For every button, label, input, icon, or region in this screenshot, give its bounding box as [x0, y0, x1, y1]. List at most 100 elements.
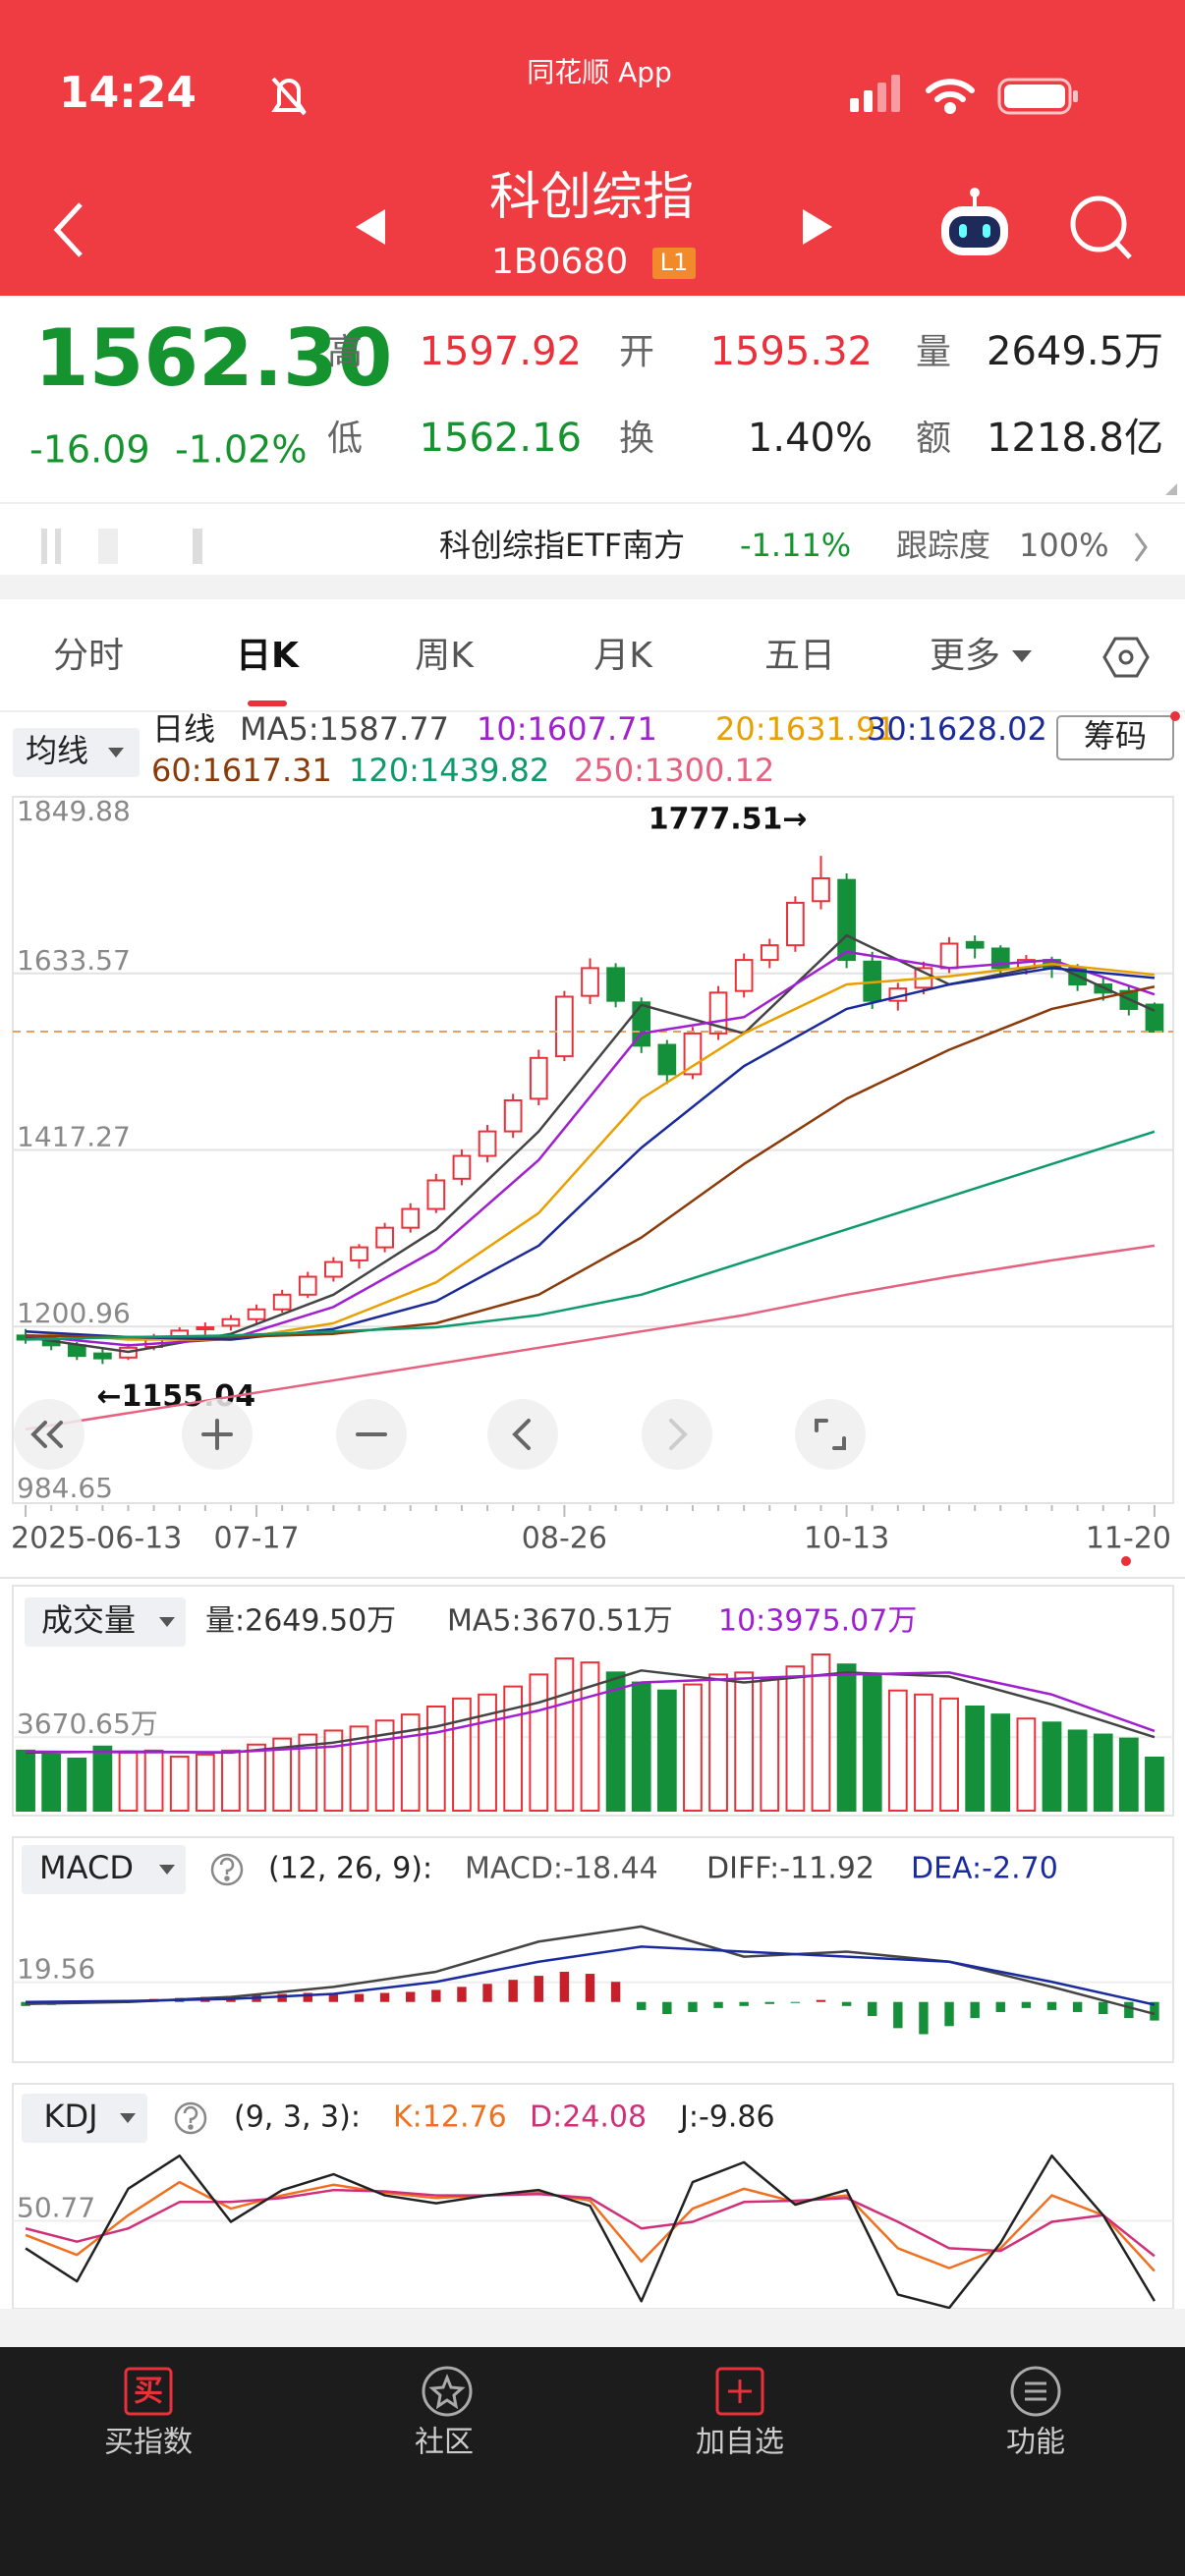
macd-title[interactable]: MACD — [39, 1849, 134, 1886]
fullscreen[interactable] — [795, 1399, 866, 1470]
field-value: 1562.16 — [420, 416, 582, 461]
x-tick-label: 11-20 — [1086, 1522, 1171, 1556]
indicator-line — [25, 2180, 1156, 2272]
selector-caret — [108, 748, 124, 757]
chips-button[interactable]: 筹码 — [1084, 717, 1147, 755]
ma-selector[interactable]: 均线 — [26, 732, 88, 769]
macd-bar — [995, 2001, 1005, 2012]
help-icon[interactable] — [174, 2101, 207, 2135]
chips-button-bg[interactable] — [1056, 715, 1174, 760]
volume-selector-bg[interactable] — [25, 1597, 186, 1647]
macd-bar — [277, 1993, 287, 2002]
macd-bar — [790, 2001, 801, 2003]
x-tick-label: 08-26 — [522, 1522, 607, 1556]
macd-bar — [508, 1980, 518, 2002]
macd-bar — [328, 1992, 339, 2002]
prev-button[interactable] — [356, 209, 385, 245]
candle-body — [67, 1344, 86, 1358]
macd-bar — [1072, 2001, 1083, 2012]
nav-label[interactable]: 社区 — [415, 2426, 474, 2460]
search-button[interactable] — [1070, 196, 1132, 259]
field-label: 高 — [327, 332, 363, 372]
macd-bar — [841, 2001, 852, 2006]
tab[interactable]: 五日 — [764, 636, 835, 676]
kdj-title[interactable]: KDJ — [43, 2098, 97, 2135]
volume-bar — [323, 1729, 344, 1812]
tab[interactable]: 周K — [415, 636, 475, 676]
tab[interactable]: 日K — [236, 636, 300, 676]
candle-body — [837, 878, 856, 962]
scroll-left[interactable] — [487, 1399, 558, 1470]
nav-label[interactable]: 加自选 — [696, 2426, 784, 2460]
latest-dot — [1121, 1556, 1131, 1566]
plots: 1849.88 1633.57 1417.27 1200.96 984.65 2025-0… — [11, 710, 1173, 2310]
selector-caret — [159, 1865, 175, 1875]
volume-bar — [785, 1665, 806, 1813]
legend-entry: 30:1628.02 — [867, 710, 1047, 748]
volume-title[interactable]: 成交量 — [41, 1601, 136, 1639]
status-time: 14:24 — [59, 68, 197, 118]
indicator-line — [25, 967, 1156, 1341]
y-tick-label: 19.56 — [17, 1953, 95, 1986]
x-tick-label: 10-13 — [804, 1522, 889, 1556]
tab[interactable]: 月K — [593, 636, 653, 676]
volume-bar — [760, 1677, 780, 1813]
scroll-right[interactable] — [642, 1399, 712, 1470]
volume-bar — [92, 1745, 113, 1813]
legend-entry: D:24.08 — [530, 2100, 647, 2135]
macd-bar — [406, 1991, 416, 2002]
candle-body — [93, 1352, 112, 1360]
volume-bar — [1016, 1717, 1037, 1812]
macd-frame — [12, 1836, 1174, 2063]
y-tick-label: 50.77 — [17, 2191, 95, 2223]
app-label: 同花顺 App — [527, 56, 672, 88]
nav-icon[interactable] — [715, 2367, 764, 2416]
field-value: 1218.8亿 — [987, 416, 1163, 461]
last-price: 1562.30 — [34, 312, 392, 404]
tab[interactable]: 分时 — [53, 636, 124, 676]
macd-bar — [482, 1984, 492, 2002]
back-button[interactable] — [53, 202, 83, 257]
nav-icon[interactable] — [124, 2367, 173, 2416]
tab[interactable]: 更多 — [930, 636, 1000, 676]
ma-selector-bg[interactable] — [13, 728, 140, 777]
candle-body — [324, 1260, 343, 1278]
nav-label[interactable]: 功能 — [1006, 2426, 1065, 2460]
candle-body — [965, 940, 985, 949]
volume-bar — [272, 1737, 293, 1812]
nav-icon[interactable] — [1010, 2366, 1061, 2417]
candle-body — [657, 1043, 677, 1076]
legend-entry: DEA:-2.70 — [911, 1852, 1058, 1886]
nav-icon[interactable] — [422, 2366, 473, 2417]
candle-body — [350, 1246, 368, 1261]
nav-icon-text: 买 — [134, 2375, 163, 2409]
indicator-line — [26, 1945, 1156, 2006]
macd-bar — [688, 2001, 698, 2012]
macd-bar — [919, 2001, 929, 2035]
volume-bar — [811, 1653, 831, 1813]
track-value: 100% — [1019, 527, 1108, 564]
legend-entry: 120:1439.82 — [349, 752, 549, 789]
etf-name[interactable]: 科创综指ETF南方 — [439, 527, 685, 564]
legend-entry: DIFF:-11.92 — [706, 1852, 875, 1886]
volume-bar — [990, 1713, 1011, 1813]
period-label: 日线 — [152, 710, 215, 748]
next-button[interactable] — [803, 209, 832, 245]
kdj-selector-bg[interactable] — [22, 2094, 147, 2143]
settings-button[interactable] — [1102, 637, 1150, 678]
legend-entry: J:-9.86 — [678, 2100, 775, 2135]
etf-chevron[interactable] — [1134, 532, 1148, 562]
field-label: 换 — [619, 419, 654, 459]
help-icon[interactable] — [210, 1853, 244, 1886]
macd-bar — [1124, 2001, 1134, 2019]
macd-bar — [662, 2001, 672, 2015]
macd-bar — [1099, 2001, 1108, 2015]
wifi-icon — [926, 79, 975, 114]
candle-body — [529, 1056, 548, 1100]
assistant-icon[interactable] — [941, 188, 1008, 255]
nav-label[interactable]: 买指数 — [104, 2426, 193, 2460]
macd-selector-bg[interactable] — [22, 1845, 186, 1894]
candle-body — [760, 944, 779, 962]
macd-bar — [764, 2001, 774, 2004]
etf-change: -1.11% — [740, 527, 851, 564]
